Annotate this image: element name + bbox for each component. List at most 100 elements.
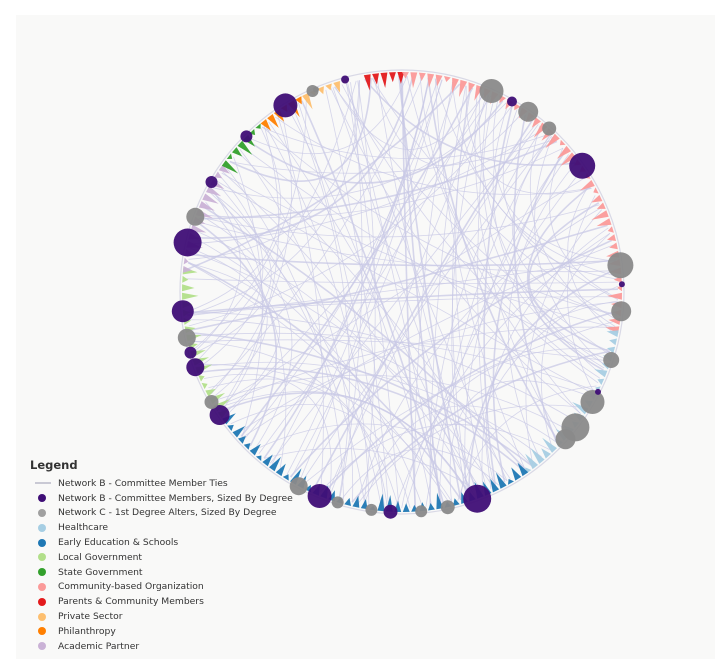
legend-item: State Government	[30, 565, 330, 580]
committee-member-node	[171, 300, 194, 323]
tie-edge	[271, 78, 439, 465]
committee-member-node	[595, 388, 601, 395]
legend-item-label: State Government	[58, 566, 143, 578]
tie-edge	[192, 236, 423, 508]
alter-node	[542, 121, 557, 136]
tie-edge	[398, 75, 462, 501]
tie-edge	[186, 278, 618, 284]
tie-edge	[347, 82, 442, 505]
tie-edge	[186, 288, 619, 314]
tie-edge	[239, 148, 354, 503]
alter-node	[415, 505, 428, 518]
tie-edge	[186, 128, 281, 313]
alter-node	[204, 395, 219, 409]
legend-item: Academic Partner	[30, 639, 330, 654]
sector-wedge	[325, 83, 332, 91]
tie-edge	[199, 361, 542, 458]
sector-wedge	[182, 266, 192, 273]
tie-edge	[567, 184, 615, 334]
tie-edge	[534, 136, 606, 366]
committee-member-node	[273, 93, 298, 118]
legend-item-label: Community-based Organization	[58, 581, 204, 593]
sector-wedge	[317, 86, 324, 95]
legend: Legend Network B - Committee Member Ties…	[30, 458, 330, 654]
tie-edge	[425, 154, 569, 507]
tie-edge	[264, 124, 370, 506]
tie-edge	[217, 177, 586, 406]
nodes-layer	[171, 75, 634, 519]
alter-node	[611, 301, 632, 322]
sector-wedge	[541, 448, 551, 459]
tie-edge	[216, 180, 593, 394]
tie-edge	[312, 119, 534, 490]
tie-edge	[199, 214, 293, 451]
alter-node	[331, 496, 344, 509]
tie-edge	[188, 80, 360, 260]
sector-wedge	[597, 378, 605, 385]
sector-wedge	[593, 187, 599, 194]
sector-wedge	[556, 145, 571, 159]
tie-edge	[486, 300, 618, 488]
legend-item: Network C - 1st Degree Alters, Sized By …	[30, 506, 330, 521]
legend-item-label: Network B - Committee Member Ties	[58, 477, 228, 489]
sector-wedge	[226, 153, 233, 159]
tie-edge	[198, 363, 453, 503]
tie-edge	[513, 114, 558, 443]
sector-wedge	[238, 436, 246, 444]
sector-wedge	[596, 202, 606, 209]
sector-wedge	[525, 453, 538, 470]
sector-wedge	[221, 160, 239, 174]
legend-dot-swatch	[30, 596, 52, 608]
alter-node	[603, 352, 620, 368]
tie-edge	[198, 140, 558, 220]
sector-wedge	[198, 201, 215, 211]
sector-wedge	[255, 123, 261, 129]
tie-edge	[262, 126, 617, 316]
tie-edge	[429, 127, 543, 507]
alter-node	[313, 86, 319, 93]
outer-ring	[179, 69, 625, 515]
tie-edge	[229, 78, 372, 182]
tie-edge	[525, 209, 602, 465]
tie-edge	[215, 181, 366, 505]
sector-wedge	[262, 454, 273, 467]
alter-node	[177, 328, 196, 347]
committee-member-node	[569, 152, 596, 179]
sector-wedge	[580, 180, 595, 191]
tie-edge	[230, 404, 411, 508]
sector-wedge	[282, 474, 289, 481]
legend-item-label: Private Sector	[58, 611, 123, 623]
legend-dot-swatch	[30, 537, 52, 549]
tie-edge	[492, 98, 616, 262]
sector-wedge	[182, 292, 199, 300]
tie-edge	[222, 171, 483, 493]
tie-edge	[211, 112, 292, 394]
sector-wedge	[410, 72, 418, 89]
legend-dot-swatch	[30, 522, 52, 534]
legend-title: Legend	[30, 458, 78, 472]
sector-wedge	[511, 467, 522, 481]
tie-edge	[277, 115, 324, 493]
tie-edge	[187, 319, 532, 466]
legend-dot-swatch	[30, 581, 52, 593]
legend-item: Philanthropy	[30, 624, 330, 639]
committee-member-node	[507, 96, 517, 107]
sector-wedge	[267, 114, 279, 128]
tie-edge	[455, 86, 488, 491]
tie-edge	[187, 262, 280, 415]
sector-wedge	[302, 92, 313, 110]
tie-edge	[373, 77, 523, 166]
legend-dot-swatch	[30, 566, 52, 578]
alter-node	[186, 207, 205, 226]
sector-wedge	[606, 330, 619, 337]
tie-edge	[221, 392, 472, 498]
sector-wedge	[363, 74, 371, 91]
legend-item: Healthcare	[30, 520, 330, 535]
tie-edge	[329, 94, 490, 496]
legend-item: Network B - Committee Members, Sized By …	[30, 491, 330, 506]
sector-wedge	[459, 79, 468, 98]
tie-edge	[567, 195, 596, 392]
tie-edge	[351, 350, 610, 503]
tie-edge	[190, 247, 268, 398]
sector-wedge	[560, 152, 577, 166]
